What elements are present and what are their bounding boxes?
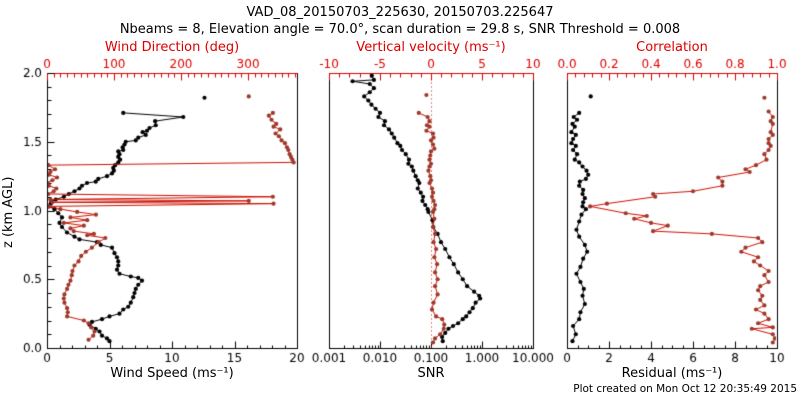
vertical-velocity-axis-label: Vertical velocity (ms⁻¹)	[356, 40, 506, 55]
plot-subtitle: Nbeams = 8, Elevation angle = 70.0°, sca…	[119, 22, 681, 37]
plot-created-timestamp: Plot created on Mon Oct 12 20:35:49 2015	[573, 383, 797, 395]
wind-speed-axis-label: Wind Speed (ms⁻¹)	[110, 366, 234, 381]
plot-title: VAD_08_20150703_225630, 20150703.225647	[246, 5, 554, 20]
residual-axis-label: Residual (ms⁻¹)	[621, 366, 723, 381]
wind-direction-axis-label: Wind Direction (deg)	[104, 40, 240, 55]
snr-axis-label: SNR	[417, 366, 445, 381]
height-axis-label: z (km AGL)	[1, 176, 16, 249]
correlation-axis-label: Correlation	[636, 40, 708, 55]
